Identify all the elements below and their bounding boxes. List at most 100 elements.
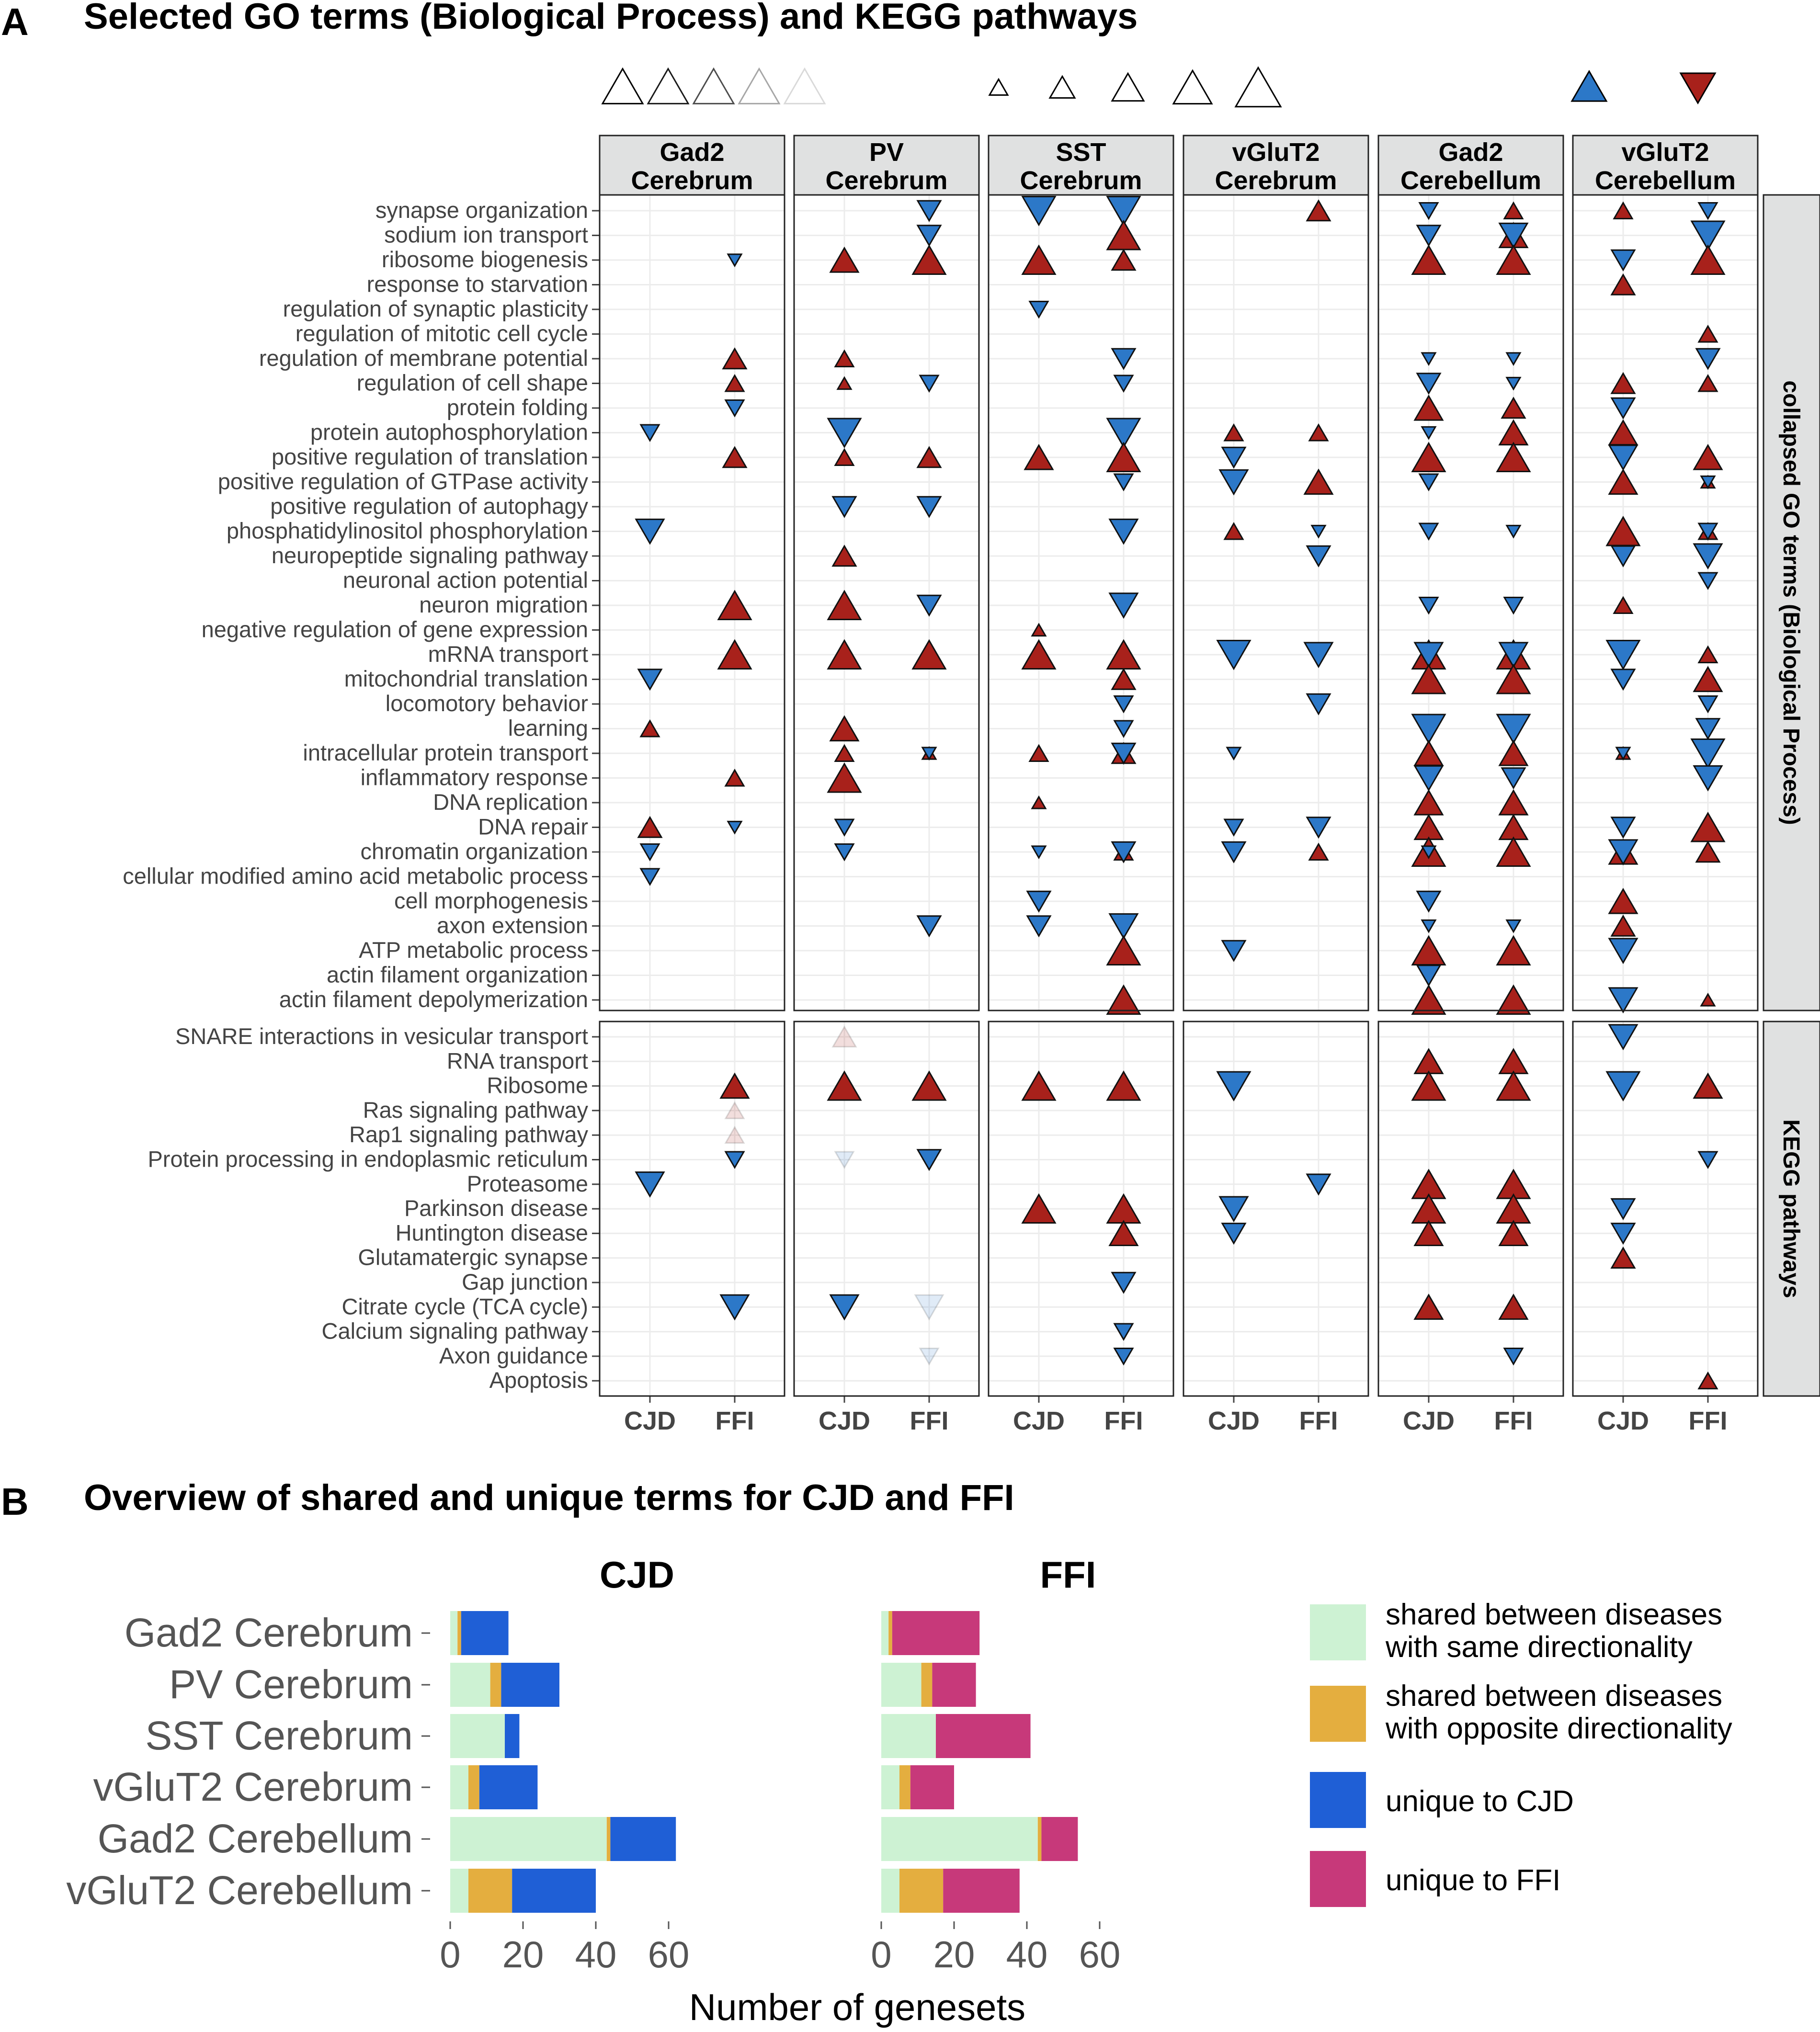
- x-axis-label: Number of genesets: [689, 1986, 1025, 2028]
- point-up: [1503, 201, 1524, 219]
- x-tick-label: CJD: [1597, 1407, 1649, 1435]
- bar-segment: [461, 1611, 509, 1655]
- legend-b-label: shared between diseases: [1386, 1680, 1722, 1713]
- point-down: [1695, 718, 1721, 740]
- category-label: Gad2 Cerebrum: [125, 1610, 413, 1655]
- row-strip-label: KEGG pathways: [1778, 1119, 1804, 1298]
- point-up: [1413, 1220, 1444, 1247]
- point-down: [1610, 1198, 1636, 1220]
- point-down: [1421, 352, 1437, 366]
- point-up: [1021, 1070, 1057, 1101]
- point-up: [829, 246, 860, 273]
- point-down: [724, 1151, 745, 1169]
- x-tick-label: FFI: [1494, 1407, 1533, 1435]
- point-up: [829, 715, 860, 742]
- legend-b-swatch: [1310, 1604, 1366, 1660]
- point-up: [1106, 1070, 1141, 1101]
- panel-border: [1183, 1021, 1369, 1397]
- y-tick-label: intracellular protein transport: [303, 740, 588, 765]
- point-down: [635, 1171, 665, 1198]
- y-tick-label: inflammatory response: [361, 765, 588, 790]
- point-up: [1610, 273, 1636, 295]
- legend-rank-symbol: [601, 67, 644, 104]
- point-up: [1608, 468, 1638, 495]
- point-up: [1111, 668, 1137, 690]
- point-down: [1216, 640, 1251, 670]
- point-down: [1693, 543, 1723, 570]
- point-down: [1605, 640, 1641, 670]
- point-up: [916, 446, 942, 468]
- bar-segment: [899, 1869, 944, 1913]
- legend-ratio-symbol: [988, 78, 1009, 96]
- bar-segment: [450, 1869, 468, 1913]
- point-up: [827, 762, 862, 793]
- x-tick-label: 0: [871, 1933, 891, 1975]
- y-tick-label: negative regulation of gene expression: [202, 617, 588, 642]
- y-tick-label: actin filament depolymerization: [279, 987, 588, 1012]
- point-down: [1610, 1223, 1636, 1245]
- point-up: [1411, 984, 1446, 1015]
- point-down: [1113, 1323, 1134, 1341]
- point-up: [639, 719, 660, 738]
- facet-strip-label: Cerebrum: [1020, 166, 1142, 195]
- y-tick-label: axon extension: [437, 913, 588, 938]
- bar-segment: [881, 1714, 936, 1758]
- point-up: [1496, 1070, 1531, 1101]
- point-up: [1496, 442, 1531, 472]
- point-up: [834, 744, 855, 762]
- point-up: [1700, 992, 1716, 1007]
- legend-b-label: with opposite directionality: [1385, 1712, 1732, 1745]
- y-tick-label: cellular modified amino acid metabolic p…: [123, 863, 588, 889]
- y-tick-label: Ras signaling pathway: [363, 1097, 589, 1123]
- point-down: [1218, 1196, 1249, 1223]
- bar-segment: [610, 1817, 676, 1861]
- point-up: [1028, 744, 1049, 762]
- point-up: [1496, 836, 1531, 867]
- point-down: [1693, 765, 1723, 792]
- bar-segment: [1041, 1817, 1078, 1861]
- facet-strip-label: vGluT2: [1621, 138, 1709, 167]
- point-up: [1413, 1294, 1444, 1320]
- point-down: [1306, 817, 1331, 839]
- bar-segment: [943, 1869, 1020, 1913]
- panel-border: [1377, 1021, 1564, 1397]
- point-down: [921, 747, 937, 761]
- point-down: [1416, 965, 1442, 987]
- x-tick-label: 60: [648, 1933, 690, 1975]
- x-tick-label: FFI: [1299, 1407, 1338, 1435]
- y-tick-label: DNA repair: [478, 814, 588, 840]
- row-strip: [1763, 1021, 1820, 1397]
- point-down: [1498, 642, 1529, 669]
- legend-rank-symbol: [738, 67, 781, 104]
- facet-strip-label: Cerebrum: [825, 166, 947, 195]
- point-up: [1308, 423, 1329, 442]
- x-tick-label: 40: [575, 1933, 617, 1975]
- point-up: [1111, 249, 1137, 271]
- bar-segment: [888, 1611, 892, 1655]
- point-up: [1498, 739, 1529, 766]
- point-down: [1113, 720, 1134, 738]
- panel-border: [599, 1021, 785, 1397]
- bar-segment: [892, 1611, 980, 1655]
- y-tick-label: neuronal action potential: [343, 568, 588, 593]
- point-down: [639, 843, 660, 862]
- y-tick-label: positive regulation of autophagy: [270, 493, 588, 519]
- point-down: [637, 669, 663, 691]
- facet-title: FFI: [1040, 1554, 1096, 1596]
- point-down: [919, 1347, 940, 1366]
- legend-rank-symbol: [783, 67, 826, 104]
- point-down: [1505, 919, 1522, 933]
- point-up: [722, 347, 748, 370]
- bar-segment: [450, 1663, 490, 1707]
- point-up: [1693, 1072, 1723, 1099]
- panel-a-title: Selected GO terms (Biological Process) a…: [84, 0, 1138, 37]
- panel-border: [1183, 194, 1369, 1011]
- point-up: [1610, 372, 1636, 394]
- point-down: [1026, 915, 1052, 938]
- point-up: [827, 590, 862, 620]
- point-up: [1498, 1220, 1529, 1247]
- x-tick-label: CJD: [624, 1407, 676, 1435]
- y-tick-label: cell morphogenesis: [394, 888, 588, 913]
- category-label: PV Cerebrum: [169, 1662, 413, 1707]
